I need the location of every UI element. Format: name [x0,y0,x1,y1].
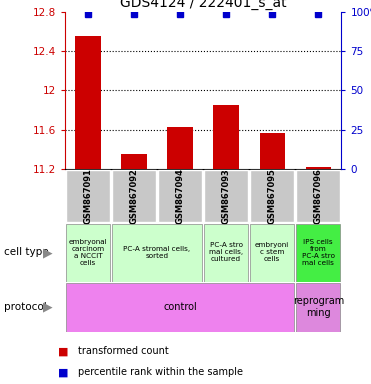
Bar [306,167,331,169]
Bar [250,224,294,281]
Text: PC-A stro
mal cells,
cultured: PC-A stro mal cells, cultured [209,242,243,263]
Bar [66,224,110,281]
Text: ■: ■ [58,346,68,356]
Text: transformed count: transformed count [78,346,169,356]
Bar [158,170,202,222]
Bar [121,154,147,169]
Title: GDS4124 / 222401_s_at: GDS4124 / 222401_s_at [120,0,286,10]
Bar [75,36,101,169]
Bar [204,224,248,281]
Text: control: control [163,302,197,312]
Text: GSM867095: GSM867095 [268,168,277,224]
Text: reprogram
ming: reprogram ming [293,296,344,318]
Bar [167,127,193,169]
Text: ▶: ▶ [43,301,52,314]
Bar [296,283,341,332]
Bar [213,105,239,169]
Text: GSM867093: GSM867093 [221,168,231,224]
Text: embryonal
carcinom
a NCCIT
cells: embryonal carcinom a NCCIT cells [69,239,107,266]
Bar [204,170,248,222]
Bar [112,170,156,222]
Text: percentile rank within the sample: percentile rank within the sample [78,367,243,377]
Text: GSM867094: GSM867094 [175,168,185,224]
Bar [260,132,285,169]
Bar [66,170,110,222]
Bar [112,224,202,281]
Text: PC-A stromal cells,
sorted: PC-A stromal cells, sorted [124,246,191,259]
Bar [250,170,294,222]
Bar [296,224,341,281]
Text: embryoni
c stem
cells: embryoni c stem cells [255,242,289,263]
Text: GSM867091: GSM867091 [83,168,92,224]
Text: protocol: protocol [4,302,46,312]
Bar [66,283,294,332]
Bar [296,170,341,222]
Text: IPS cells
from
PC-A stro
mal cells: IPS cells from PC-A stro mal cells [302,239,335,266]
Text: cell type: cell type [4,247,48,258]
Text: ▶: ▶ [43,246,52,259]
Text: ■: ■ [58,367,68,377]
Text: GSM867092: GSM867092 [129,168,138,224]
Text: GSM867096: GSM867096 [314,168,323,224]
